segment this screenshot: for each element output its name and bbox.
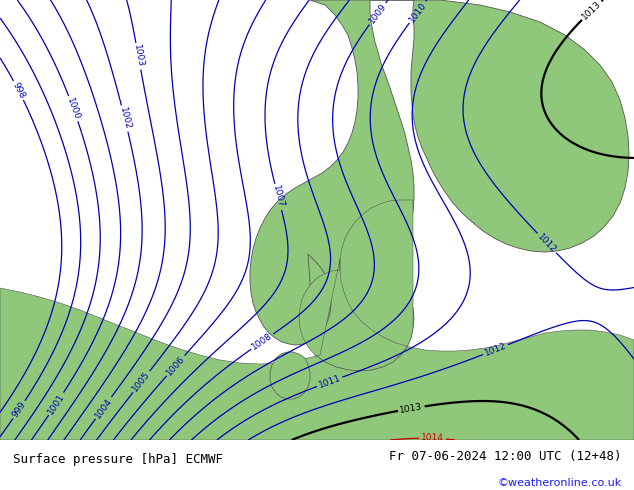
- Text: 1013: 1013: [399, 402, 424, 415]
- Text: 1002: 1002: [118, 106, 132, 131]
- Text: 1012: 1012: [483, 341, 508, 358]
- Text: 1008: 1008: [250, 331, 275, 352]
- Text: 1009: 1009: [367, 2, 388, 25]
- Text: 1007: 1007: [271, 185, 285, 209]
- Text: 1001: 1001: [46, 392, 67, 416]
- Text: 1000: 1000: [65, 96, 82, 121]
- Polygon shape: [270, 352, 310, 399]
- Text: 1004: 1004: [93, 396, 114, 420]
- Text: 1006: 1006: [165, 354, 186, 377]
- Polygon shape: [250, 0, 414, 371]
- Polygon shape: [370, 0, 629, 252]
- Text: 1010: 1010: [407, 0, 428, 24]
- Text: 1014: 1014: [421, 434, 444, 443]
- Text: Fr 07-06-2024 12:00 UTC (12+48): Fr 07-06-2024 12:00 UTC (12+48): [389, 449, 621, 463]
- Polygon shape: [0, 200, 634, 440]
- Text: 1011: 1011: [318, 373, 342, 390]
- Text: 1003: 1003: [132, 44, 145, 69]
- Text: 1005: 1005: [131, 370, 152, 393]
- Text: 1012: 1012: [536, 232, 558, 254]
- Text: 1013: 1013: [580, 0, 603, 22]
- Text: 999: 999: [11, 400, 28, 419]
- Text: Surface pressure [hPa] ECMWF: Surface pressure [hPa] ECMWF: [13, 452, 223, 466]
- Text: ©weatheronline.co.uk: ©weatheronline.co.uk: [497, 477, 621, 488]
- Text: 998: 998: [11, 81, 27, 100]
